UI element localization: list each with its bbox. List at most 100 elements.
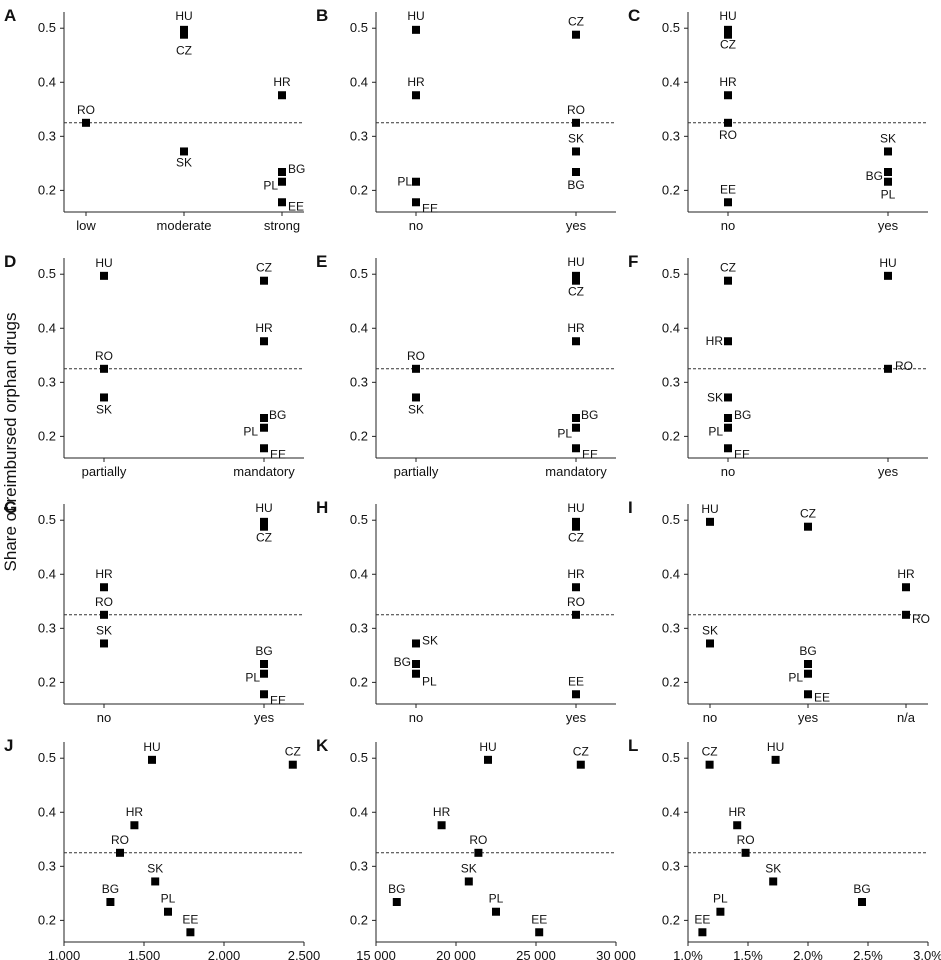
point-d-cz — [260, 276, 268, 285]
point-e-bg — [572, 414, 580, 422]
panel-d: D 0.2 0.3 0.4 0.5 partially mandatory HU RO SK CZ H… — [4, 252, 304, 479]
point-g-hr — [100, 583, 108, 592]
point-label-e-ro: RO — [407, 349, 425, 363]
x-tick-label-l-3: 2.5% — [853, 948, 883, 960]
point-d-pl — [260, 423, 268, 432]
point-label-i-cz: CZ — [800, 507, 816, 521]
y-axis-label: Share of reimbursed orphan drugs — [1, 313, 20, 572]
point-label-e-cz: CZ — [568, 285, 584, 299]
point-j-ee — [186, 928, 195, 937]
point-label-b-pl: PL — [397, 175, 412, 189]
point-c-sk — [884, 147, 892, 156]
panel-letter-b: B — [316, 6, 328, 25]
y-tick-label-h-1: 0.3 — [350, 620, 368, 635]
x-tick-label-l-0: 1.0% — [673, 948, 703, 960]
point-k-ee — [535, 928, 544, 937]
y-tick-label-e-1: 0.3 — [350, 374, 368, 389]
point-label-e-bg: BG — [581, 408, 598, 422]
y-tick-label-e-0: 0.2 — [350, 428, 368, 443]
point-label-j-bg: BG — [102, 882, 119, 896]
y-tick-label-k-1: 0.3 — [350, 858, 368, 873]
point-c-ee — [724, 198, 732, 207]
y-tick-label-d-2: 0.4 — [38, 320, 56, 335]
point-h-bg — [412, 660, 420, 668]
point-label-b-hu: HU — [407, 9, 424, 23]
point-label-g-bg: BG — [255, 644, 272, 658]
point-label-d-bg: BG — [269, 408, 286, 422]
point-label-c-sk: SK — [880, 131, 896, 145]
point-b-pl — [412, 177, 420, 186]
point-label-a-cz: CZ — [176, 44, 192, 58]
y-tick-label-g-2: 0.4 — [38, 566, 56, 581]
panel-letter-h: H — [316, 498, 328, 517]
point-label-a-sk: SK — [176, 155, 192, 169]
y-tick-label-f-1: 0.3 — [662, 374, 680, 389]
point-i-hu — [706, 517, 714, 526]
point-a-cz — [180, 30, 188, 39]
point-k-bg — [392, 898, 401, 906]
point-label-l-ro: RO — [737, 833, 755, 847]
point-label-l-cz: CZ — [702, 745, 718, 759]
x-tick-label-d-partially: partially — [82, 464, 127, 479]
point-label-a-pl: PL — [263, 179, 278, 193]
point-label-d-cz: CZ — [256, 261, 272, 275]
point-j-hu — [148, 755, 156, 764]
point-label-i-ro: RO — [912, 612, 930, 626]
point-label-d-ee: EE — [270, 447, 286, 461]
point-d-hr — [260, 337, 268, 346]
point-f-bg — [724, 414, 732, 422]
point-label-h-pl: PL — [422, 675, 437, 689]
point-a-ro — [82, 118, 90, 127]
point-f-hr — [724, 337, 732, 346]
x-tick-label-l-4: 3.0% — [913, 948, 941, 960]
point-b-ro — [572, 118, 580, 127]
x-tick-label-k-2: 25 000 — [516, 948, 556, 960]
point-g-hu — [260, 517, 268, 526]
point-label-e-pl: PL — [557, 427, 572, 441]
point-g-ro — [100, 610, 108, 619]
point-h-hr — [572, 583, 580, 592]
panel-a: A 0.2 0.3 0.4 0.5 low moderate strong RO HU CZ SK HR… — [4, 6, 305, 233]
x-tick-label-h-yes: yes — [566, 710, 587, 725]
point-label-j-cz: CZ — [285, 745, 301, 759]
y-tick-label-j-0: 0.2 — [38, 912, 56, 927]
point-label-c-ee: EE — [720, 182, 736, 196]
point-label-g-hr: HR — [95, 567, 113, 581]
point-c-bg — [884, 168, 892, 176]
point-i-bg — [804, 660, 812, 668]
panel-l: L 0.2 0.3 0.4 0.5 1.0% 1.5% 2.0% 2.5% 3.0% CZ HU HR R… — [628, 736, 941, 960]
point-i-ee — [804, 690, 812, 699]
y-tick-label-k-3: 0.5 — [350, 750, 368, 765]
point-c-ro — [724, 118, 732, 127]
point-label-c-bg: BG — [866, 169, 883, 183]
point-label-f-cz: CZ — [720, 261, 736, 275]
x-tick-label-l-1: 1.5% — [733, 948, 763, 960]
x-tick-label-i-no: no — [703, 710, 717, 725]
point-a-pl — [278, 177, 286, 186]
point-label-g-pl: PL — [245, 671, 260, 685]
point-label-h-hu: HU — [567, 501, 584, 515]
point-label-b-hr: HR — [407, 75, 425, 89]
point-e-ro — [412, 364, 420, 373]
y-tick-label-b-3: 0.5 — [350, 20, 368, 35]
point-l-hu — [771, 755, 780, 764]
x-tick-label-f-no: no — [721, 464, 735, 479]
point-l-hr — [733, 821, 742, 830]
y-tick-label-h-0: 0.2 — [350, 674, 368, 689]
point-label-d-hu: HU — [95, 256, 112, 270]
point-label-e-hu: HU — [567, 255, 584, 269]
y-tick-label-j-2: 0.4 — [38, 804, 56, 819]
point-l-sk — [769, 877, 778, 886]
y-tick-label-d-1: 0.3 — [38, 374, 56, 389]
point-label-h-hr: HR — [567, 567, 585, 581]
x-tick-label-c-yes: yes — [878, 218, 899, 233]
point-b-cz — [572, 30, 580, 39]
point-k-ro — [474, 848, 483, 857]
x-tick-label-a-moderate: moderate — [157, 218, 212, 233]
y-tick-label-h-2: 0.4 — [350, 566, 368, 581]
point-k-hr — [437, 821, 446, 830]
panel-b: B 0.2 0.3 0.4 0.5 no yes HU HR PL EE CZ RO SK BG — [316, 6, 616, 233]
y-tick-label-a-2: 0.4 — [38, 74, 56, 89]
point-label-c-ro: RO — [719, 128, 737, 142]
